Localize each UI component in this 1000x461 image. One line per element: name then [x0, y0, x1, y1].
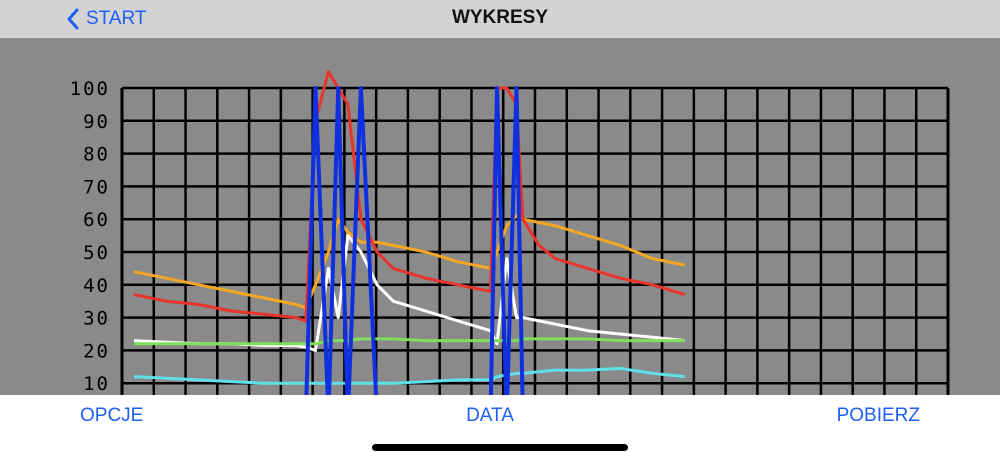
tab-data[interactable]: DATA	[466, 405, 514, 426]
y-tick-label: 60	[83, 209, 110, 231]
chevron-left-icon	[66, 8, 80, 30]
chart-area[interactable]: 10 20 30 40 50 60 70 80 90 100	[0, 38, 1000, 395]
back-button[interactable]: START	[66, 6, 147, 32]
y-tick-label: 100	[70, 78, 110, 100]
page-title: WYKRESY	[451, 7, 549, 28]
bottom-toolbar: OPCJE DATA POBIERZ	[0, 395, 1000, 461]
y-axis-ticks: 10 20 30 40 50 60 70 80 90 100	[70, 78, 110, 395]
tab-opcje[interactable]: OPCJE	[80, 405, 144, 426]
y-tick-label: 30	[83, 308, 110, 330]
series-line-2	[133, 234, 686, 352]
series-line-3	[134, 337, 685, 346]
chart-series	[133, 70, 686, 395]
series-line-4	[133, 366, 686, 385]
back-button-label: START	[86, 8, 147, 29]
series-line-1	[133, 70, 686, 323]
y-tick-label: 10	[83, 373, 110, 395]
y-tick-label: 50	[83, 242, 110, 264]
home-indicator	[372, 444, 628, 451]
navigation-bar: START WYKRESY	[0, 0, 1000, 38]
line-chart[interactable]: 10 20 30 40 50 60 70 80 90 100	[0, 38, 1000, 395]
tab-pobierz[interactable]: POBIERZ	[836, 405, 920, 426]
y-tick-label: 90	[83, 111, 110, 133]
y-tick-label: 40	[83, 275, 110, 297]
y-tick-label: 70	[83, 176, 110, 198]
series-line-0	[133, 214, 686, 310]
y-tick-label: 80	[83, 144, 110, 166]
y-tick-label: 20	[83, 340, 110, 362]
